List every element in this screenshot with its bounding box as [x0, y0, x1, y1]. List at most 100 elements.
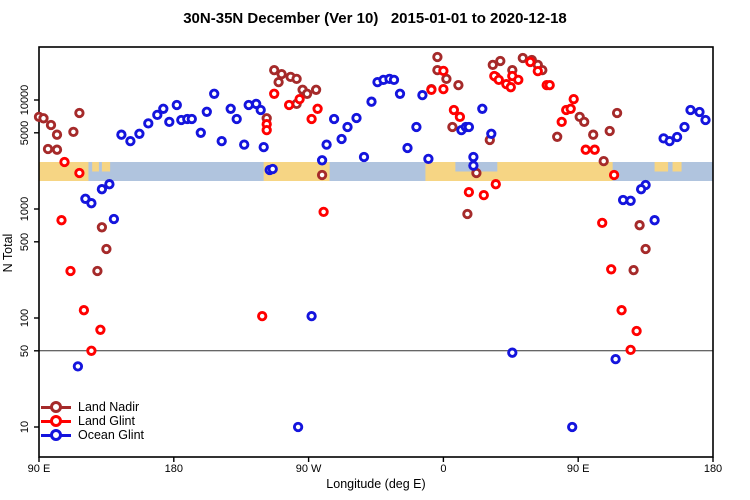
ocean-glint-point [231, 113, 242, 125]
land-nadir-point [291, 73, 302, 85]
ocean-glint-point [468, 151, 479, 163]
y-tick-label: 500 [19, 232, 31, 251]
land-glint-point [426, 84, 437, 95]
y-tick-label: 100 [19, 308, 31, 328]
ocean-glint-point [328, 113, 340, 125]
legend-marker-icon [41, 400, 71, 414]
land-glint-point [454, 111, 466, 123]
ocean-glint-point [358, 151, 370, 163]
ocean-glint-point [152, 109, 163, 121]
legend-label: Land Glint [78, 414, 135, 428]
land-nadir-point [42, 143, 54, 155]
ocean-glint-point [108, 213, 120, 225]
land-nadir-point [310, 84, 322, 95]
land-glint-point [448, 104, 460, 116]
ocean-glint-point [258, 141, 269, 153]
land-nadir-point [453, 79, 464, 91]
land-nadir-point [588, 129, 599, 140]
ocean-glint-point [610, 353, 621, 365]
y-axis-label: N Total [1, 233, 15, 273]
ocean-glint-point [388, 74, 400, 86]
x-tick-label: 0 [440, 463, 447, 475]
ocean-glint-point [171, 99, 182, 111]
land-nadir-point [598, 155, 609, 167]
land-nadir-point [273, 76, 284, 88]
land-nadir-point [74, 107, 85, 119]
ocean-glint-point [134, 128, 145, 139]
land-nadir-point [51, 129, 63, 140]
legend-item-land-nadir: Land Nadir [41, 400, 144, 414]
ocean-glint-point [649, 215, 660, 226]
land-nadir-point [51, 144, 63, 155]
map-band-land-speck [654, 162, 669, 172]
land-glint-point [257, 310, 268, 322]
land-glint-point [74, 167, 85, 179]
ocean-glint-point [635, 184, 647, 195]
land-nadir-point [38, 113, 49, 124]
land-glint-point [631, 325, 642, 337]
land-glint-point [606, 264, 617, 275]
legend-label: Ocean Glint [78, 428, 145, 442]
land-nadir-point [640, 243, 651, 255]
land-glint-point [86, 345, 97, 356]
ocean-glint-point [486, 128, 497, 139]
land-glint-point [544, 79, 555, 91]
land-nadir-point [45, 119, 57, 131]
ocean-glint-point [216, 135, 227, 147]
legend-marker-icon [41, 428, 71, 442]
land-nadir-point [316, 169, 328, 181]
land-glint-point [513, 74, 524, 86]
x-tick-label: 180 [164, 463, 183, 475]
ocean-glint-point [671, 131, 683, 143]
ocean-glint-point [423, 153, 434, 165]
land-nadir-point [487, 59, 498, 71]
x-tick-label: 90 W [295, 463, 322, 475]
land-nadir-point [68, 126, 79, 138]
ocean-glint-point [366, 96, 377, 107]
land-nadir-point [495, 55, 506, 67]
land-nadir-point [611, 107, 623, 119]
ocean-glint-point [468, 160, 479, 171]
ocean-glint-point [96, 184, 108, 195]
map-band-land-speck [101, 162, 111, 172]
ocean-glint-point [255, 104, 266, 116]
land-nadir-point [269, 64, 280, 76]
legend-marker-icon [41, 414, 71, 428]
land-nadir-point [634, 220, 645, 231]
land-glint-point [261, 124, 272, 136]
ocean-glint-point [306, 310, 317, 322]
y-tick-label: 5000 [19, 120, 31, 146]
land-nadir-point [92, 265, 103, 277]
x-axis-label: Longitude (deg E) [326, 477, 426, 491]
ocean-glint-point [86, 198, 97, 209]
ocean-glint-point [664, 135, 675, 147]
land-nadir-point [517, 52, 528, 64]
land-glint-point [580, 144, 591, 155]
ocean-glint-point [700, 114, 711, 126]
ocean-glint-point [342, 121, 353, 133]
legend-item-land-glint: Land Glint [41, 414, 144, 428]
y-tick-label: 10 [19, 420, 31, 434]
land-glint-point [59, 156, 70, 168]
land-glint-point [283, 99, 295, 111]
ocean-glint-point [239, 139, 250, 150]
land-glint-point [65, 265, 76, 277]
ocean-glint-point [417, 89, 428, 101]
ocean-glint-point [143, 118, 154, 129]
land-glint-point [525, 56, 536, 68]
map-band-land-speck [672, 162, 682, 172]
ocean-glint-point [411, 121, 422, 133]
ocean-glint-point [625, 195, 636, 206]
map-band-land-speck [92, 162, 99, 172]
land-glint-point [608, 169, 620, 181]
land-glint-point [616, 305, 627, 316]
land-glint-point [306, 113, 317, 125]
x-tick-label: 90 E [566, 463, 590, 475]
land-glint-point [478, 189, 489, 201]
land-glint-point [312, 103, 323, 114]
land-nadir-point [462, 208, 473, 220]
ocean-glint-point [402, 142, 413, 154]
land-glint-point [625, 344, 636, 356]
